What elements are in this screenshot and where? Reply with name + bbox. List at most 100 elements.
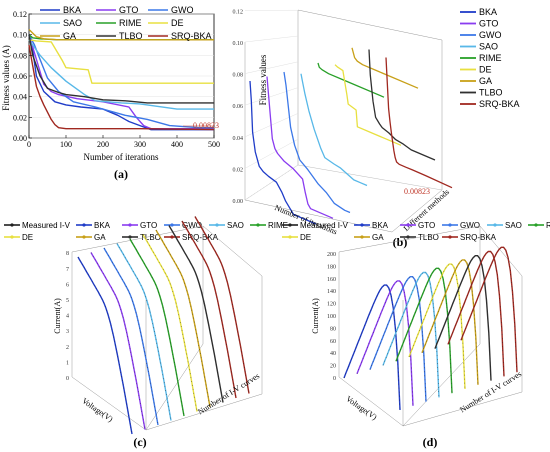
annotation-a: 0.00823 xyxy=(193,121,219,130)
y-tick-label-a: 0.04 xyxy=(13,93,27,102)
measured-pv-curve xyxy=(356,280,414,406)
series-line-gto xyxy=(28,34,214,130)
panel-b: 0.00 0.02 0.04 0.06 0.08 0.10 0.12 Fitness val… xyxy=(233,7,520,249)
legend-item-sao: SAO xyxy=(209,221,244,230)
series-line-tlbo xyxy=(368,49,436,161)
legend-label: GA xyxy=(63,31,76,41)
y-tick-label-d: 120 xyxy=(327,302,336,308)
measured-iv-curve xyxy=(129,238,185,417)
legend-label: SRQ-BKA xyxy=(479,99,520,109)
legend-label: SRQ-BKA xyxy=(460,233,497,242)
y-tick-label-c: 6 xyxy=(66,282,69,288)
legend-item-rime: RIME xyxy=(96,18,142,28)
legend-label: GWO xyxy=(460,221,480,230)
box-back-left-b xyxy=(244,10,299,201)
y-tick-label-b: 0.04 xyxy=(233,136,244,142)
series-line-bka xyxy=(28,34,214,131)
legend-marker xyxy=(360,235,364,239)
panel-d: Measured I-V BKA GTO GWO SAO RIME DE GA TLBO SRQ-… xyxy=(282,221,550,449)
legend-item-bka: BKA xyxy=(76,221,111,230)
gridline-b xyxy=(244,87,299,106)
y-tick-label-d: 140 xyxy=(327,289,336,295)
series-line-gwo xyxy=(28,34,214,129)
legend-label: GA xyxy=(372,233,384,242)
y-axis-label-d: Current(A) xyxy=(311,298,320,334)
measured-iv-curve xyxy=(103,247,159,426)
legend-label: TLBO xyxy=(140,233,161,242)
y-tick-label-d: 0 xyxy=(333,376,336,382)
legend-marker xyxy=(82,223,86,227)
legend-marker xyxy=(256,223,260,227)
y-tick-label-b: 0.12 xyxy=(233,9,244,15)
legend-label: SAO xyxy=(479,42,498,52)
x-axis-label-d: Voltage(V) xyxy=(344,394,378,422)
y-axis-label-b: Fitness values xyxy=(258,54,268,105)
box-left-c xyxy=(71,252,147,431)
legend-label: GWO xyxy=(479,30,502,40)
measured-iv-curve xyxy=(90,252,146,430)
pv-curve xyxy=(356,280,414,406)
y-tick-label-d: 100 xyxy=(327,314,336,320)
legend-label: BKA xyxy=(63,5,81,15)
pv-curve xyxy=(460,246,518,373)
legend-item-gto: GTO xyxy=(122,221,157,230)
legend-item-ga: GA xyxy=(460,76,492,86)
series-line-ga xyxy=(351,47,419,89)
legend-marker xyxy=(448,223,452,227)
box-front-c xyxy=(145,225,263,431)
legend-label: TLBO xyxy=(418,233,439,242)
legend-marker xyxy=(406,223,410,227)
y-tick-label-a: 0.12 xyxy=(13,10,27,19)
legend-label: GA xyxy=(479,76,492,86)
series-line-sao xyxy=(300,73,368,187)
legend-item-rime: RIME xyxy=(460,53,502,63)
legend-item-ga: GA xyxy=(354,233,384,242)
legend-marker xyxy=(534,223,538,227)
panel-a: 0.00 0.02 0.04 0.06 0.08 0.10 0.12 0 100 200 300 4… xyxy=(1,5,220,181)
measured-iv-curve xyxy=(194,216,250,394)
y-axis-label-c: Current(A) xyxy=(53,298,62,334)
x-tick-label-a: 100 xyxy=(60,140,72,149)
y-tick-label-d: 180 xyxy=(327,264,336,270)
series-line-srq-bka xyxy=(385,57,453,189)
y-tick-label-c: 3 xyxy=(66,329,69,335)
box-back-right-b xyxy=(297,9,443,190)
measured-pv-curve xyxy=(421,259,479,385)
measured-iv-curve xyxy=(116,243,172,421)
legend-label: TLBO xyxy=(119,31,143,41)
legend-label: DE xyxy=(300,233,311,242)
measured-iv-curve xyxy=(155,229,211,408)
legend-label: GTO xyxy=(479,19,498,29)
legend-a: BKA GTO GWO SAO RIME DE GA TLBO SRQ-BKA xyxy=(40,5,212,41)
legend-label: DE xyxy=(171,18,184,28)
y-tick-label-a: 0.10 xyxy=(13,31,27,40)
y-tick-label-b: 0.08 xyxy=(233,73,244,79)
measured-pv-curve xyxy=(382,272,440,398)
y-tick-label-b: 0.00 xyxy=(233,199,244,205)
legend-label: DE xyxy=(22,233,33,242)
y-tick-label-a: 0.02 xyxy=(13,113,27,122)
legend-marker xyxy=(493,223,497,227)
box-left-d xyxy=(338,252,404,427)
pv-curves-d xyxy=(343,246,518,411)
y-tick-label-d: 20 xyxy=(330,364,336,370)
x-axis-label-a: Number of iterations xyxy=(84,152,159,162)
pv-curve xyxy=(382,271,440,398)
gridline-b xyxy=(244,164,299,201)
legend-label: SAO xyxy=(505,221,522,230)
series-line-de xyxy=(334,64,402,146)
y-ticks-c: 0 1 2 3 4 5 6 7 8 xyxy=(66,251,69,382)
legend-marker xyxy=(448,235,452,239)
gridline-b xyxy=(244,61,299,74)
legend-label: GTO xyxy=(140,221,157,230)
pv-curve xyxy=(369,276,427,402)
y-tick-label-c: 8 xyxy=(66,251,69,257)
legend-item-gto: GTO xyxy=(400,221,435,230)
legend-marker xyxy=(82,235,86,239)
legend-marker xyxy=(288,223,292,227)
legend-marker xyxy=(215,223,219,227)
y-axis-label-a: Fitness values (A) xyxy=(1,45,11,111)
gridline-b xyxy=(244,35,299,43)
z-axis-label-c: Number of I-V curves xyxy=(196,371,261,416)
